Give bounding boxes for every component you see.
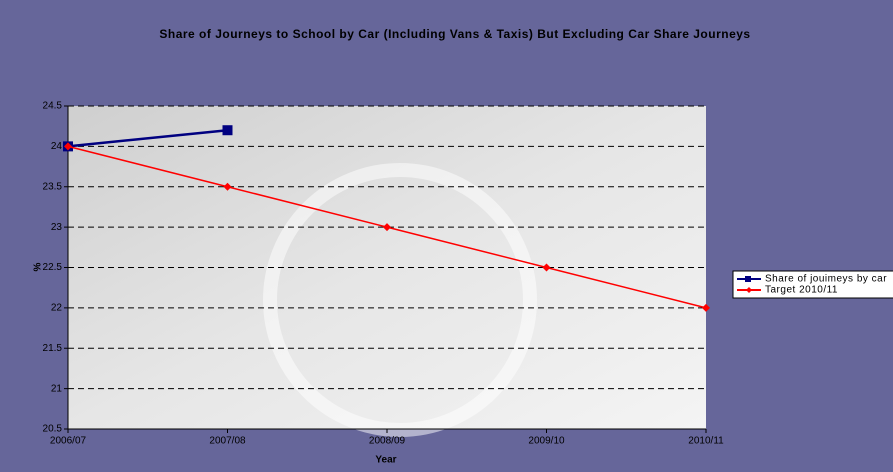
y-tick-label: 21 — [51, 383, 63, 394]
x-axis-label: Year — [375, 455, 396, 466]
chart-title: Share of Journeys to School by Car (Incl… — [159, 27, 751, 41]
y-tick-label: 20.5 — [43, 424, 63, 435]
legend-marker — [745, 276, 751, 282]
background-emblem — [263, 163, 537, 437]
point-marker — [542, 263, 551, 272]
y-tick-label: 24.5 — [43, 101, 63, 112]
point-marker — [383, 223, 391, 232]
point-marker — [64, 142, 72, 151]
y-tick-label: 23 — [51, 222, 63, 233]
legend-label: Share of jouimeys by car — [765, 274, 887, 285]
y-tick-label: 21.5 — [43, 343, 63, 354]
y-tick-label: 22 — [51, 303, 63, 314]
x-tick-label: 2010/11 — [688, 436, 724, 447]
point-marker — [223, 182, 232, 191]
legend-box — [732, 270, 893, 299]
point-marker — [222, 125, 233, 136]
series-line — [67, 128, 228, 148]
y-tick-label: 22.5 — [43, 262, 63, 273]
y-axis-label: % — [33, 262, 44, 271]
point-marker — [702, 303, 710, 312]
y-tick-label: 23.5 — [43, 181, 63, 192]
x-tick-label: 2007/08 — [209, 436, 246, 447]
legend-marker — [746, 287, 752, 293]
x-tick-label: 2006/07 — [50, 436, 87, 447]
legend-label: Target 2010/11 — [765, 285, 838, 296]
y-tick-label: 24 — [51, 141, 63, 152]
x-tick-label: 2009/10 — [528, 436, 565, 447]
x-tick-label: 2008/09 — [369, 436, 406, 447]
